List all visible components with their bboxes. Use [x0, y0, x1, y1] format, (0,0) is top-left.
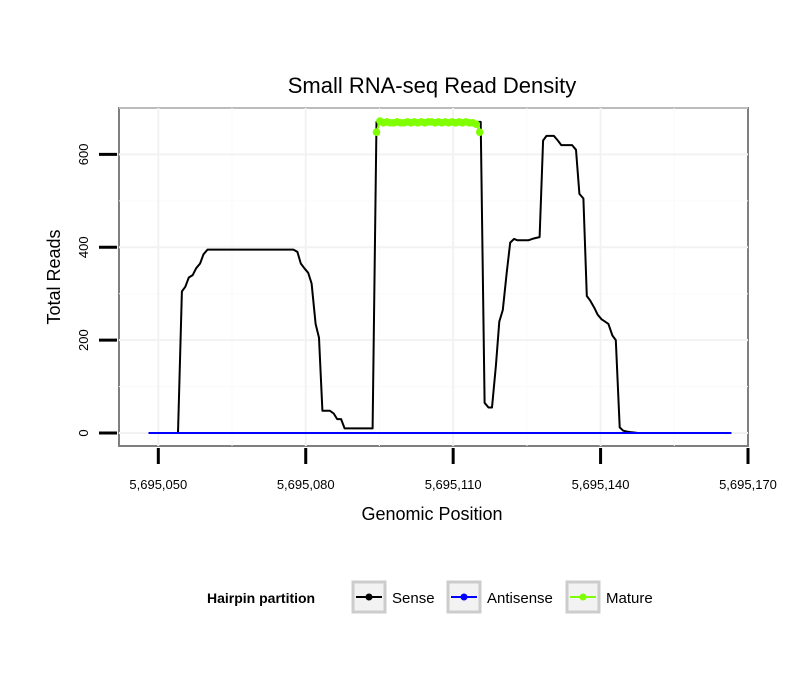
- data-point-mature: [472, 120, 481, 129]
- legend-point-sense: [365, 593, 373, 601]
- data-series: [148, 117, 732, 434]
- legend: Hairpin partition Sense Antisense Mature: [207, 580, 653, 614]
- x-tick-label: 5,695,170: [719, 477, 777, 492]
- chart-title: Small RNA-seq Read Density: [288, 73, 577, 98]
- y-tick-label: 0: [76, 429, 91, 436]
- legend-title: Hairpin partition: [207, 590, 315, 606]
- legend-label-antisense: Antisense: [487, 590, 553, 607]
- series-line-sense: [148, 120, 732, 434]
- y-tick-label: 200: [76, 329, 91, 351]
- plot-panel: [118, 107, 749, 447]
- x-tick-label: 5,695,080: [277, 477, 335, 492]
- legend-point-antisense: [460, 593, 468, 601]
- legend-label-sense: Sense: [392, 590, 435, 607]
- legend-label-mature: Mature: [606, 590, 653, 607]
- legend-point-mature: [579, 593, 587, 601]
- axes: 5,695,050 5,695,080 5,695,110 5,695,140 5,69…: [76, 144, 777, 492]
- y-tick-label: 600: [76, 144, 91, 166]
- y-tick-label: 400: [76, 236, 91, 258]
- x-tick-label: 5,695,050: [129, 477, 187, 492]
- data-point-mature: [475, 128, 484, 136]
- data-point-mature: [372, 128, 381, 136]
- x-axis-title: Genomic Position: [361, 504, 502, 524]
- x-tick-label: 5,695,110: [425, 477, 482, 492]
- x-tick-label: 5,695,140: [572, 477, 630, 492]
- y-axis-title: Total Reads: [44, 229, 64, 324]
